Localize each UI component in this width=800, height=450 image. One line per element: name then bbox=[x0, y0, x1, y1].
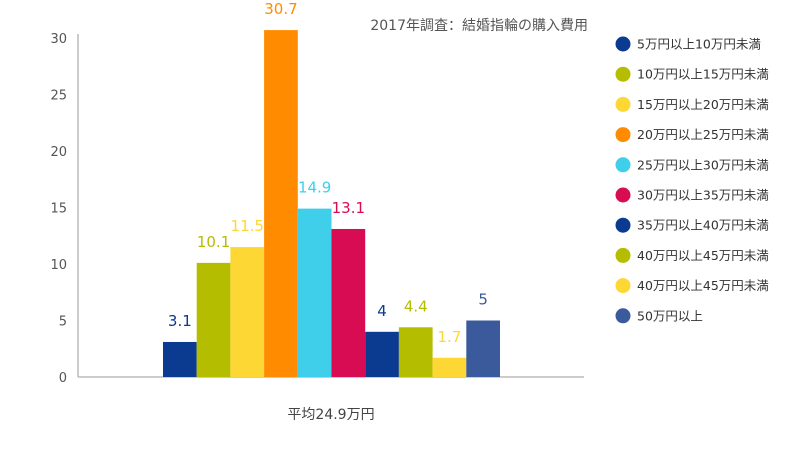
legend-label: 10万円以上15万円未満 bbox=[637, 67, 769, 82]
legend-label: 50万円以上 bbox=[637, 308, 703, 323]
chart-title: 2017年調査：結婚指輪の購入費用 bbox=[370, 17, 588, 34]
bar bbox=[163, 341, 197, 377]
bar bbox=[264, 30, 298, 378]
y-tick-label: 30 bbox=[50, 32, 67, 47]
legend-marker bbox=[615, 278, 631, 294]
legend-marker bbox=[615, 127, 631, 143]
data-label: 10.1 bbox=[197, 233, 230, 251]
bar bbox=[466, 320, 500, 377]
legend-label: 5万円以上10万円未満 bbox=[637, 37, 761, 52]
bar bbox=[432, 357, 467, 377]
data-label: 11.5 bbox=[231, 217, 264, 235]
bar bbox=[398, 327, 433, 377]
legend-marker bbox=[615, 157, 631, 173]
bar bbox=[297, 208, 332, 377]
legend-label: 35万円以上40万円未満 bbox=[637, 218, 769, 233]
legend-marker bbox=[615, 66, 631, 82]
legend-label: 25万円以上30万円未満 bbox=[637, 157, 769, 172]
y-tick-label: 0 bbox=[59, 371, 67, 386]
legend-marker bbox=[615, 96, 631, 112]
legend-marker bbox=[615, 187, 631, 203]
y-tick-label: 25 bbox=[50, 89, 67, 104]
legend-marker bbox=[615, 36, 631, 52]
data-label: 4.4 bbox=[404, 297, 428, 315]
legend-marker bbox=[615, 247, 631, 263]
legend-label: 20万円以上25万円未満 bbox=[637, 127, 769, 142]
bar bbox=[365, 331, 399, 377]
y-tick-label: 15 bbox=[50, 202, 67, 217]
legend-label: 40万円以上45万円未満 bbox=[637, 248, 769, 263]
bar bbox=[230, 247, 265, 377]
legend-marker bbox=[615, 308, 631, 324]
data-label: 13.1 bbox=[332, 199, 365, 217]
data-label: 30.7 bbox=[264, 0, 297, 18]
data-label: 5 bbox=[478, 291, 488, 309]
data-label: 4 bbox=[377, 302, 387, 320]
x-category-label: 平均24.9万円 bbox=[287, 407, 374, 423]
bar bbox=[196, 262, 231, 377]
legend-label: 15万円以上20万円未満 bbox=[637, 97, 769, 112]
data-label: 3.1 bbox=[168, 312, 192, 330]
data-label: 14.9 bbox=[298, 179, 331, 197]
legend-label: 40万円以上45万円未満 bbox=[637, 278, 769, 293]
y-tick-label: 5 bbox=[59, 315, 67, 330]
y-tick-label: 10 bbox=[50, 258, 67, 273]
legend-marker bbox=[615, 217, 631, 233]
y-tick-label: 20 bbox=[50, 145, 67, 160]
bar bbox=[331, 228, 366, 377]
data-label: 1.7 bbox=[438, 328, 462, 346]
legend-label: 30万円以上35万円未満 bbox=[637, 188, 769, 203]
